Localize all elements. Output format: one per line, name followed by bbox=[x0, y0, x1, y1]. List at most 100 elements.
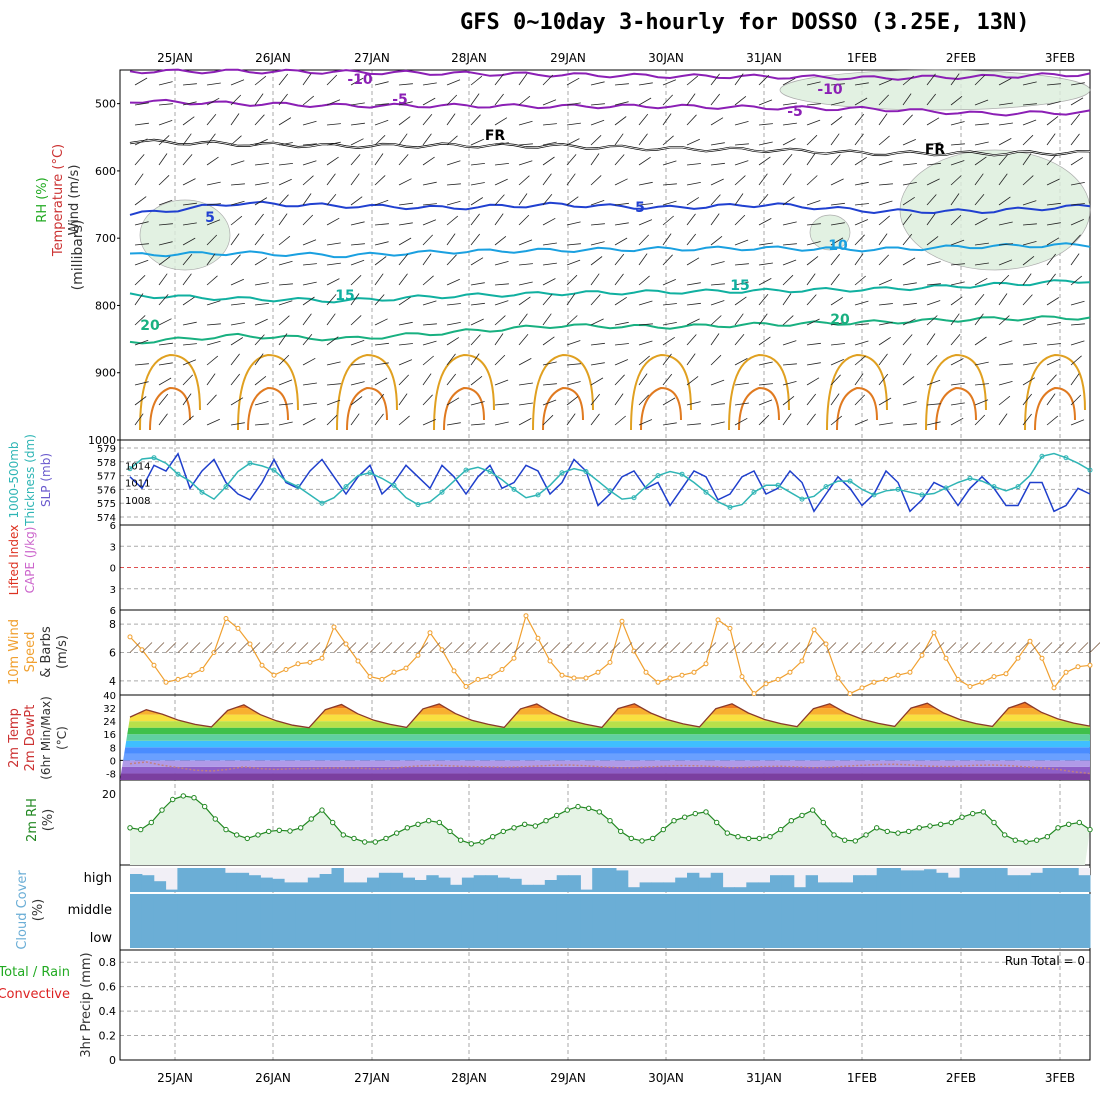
wind-barb bbox=[614, 101, 629, 106]
wind-barb bbox=[254, 182, 269, 186]
wind-point bbox=[631, 648, 637, 654]
cloud-bar-low bbox=[983, 922, 996, 948]
wind-barb bbox=[302, 281, 317, 286]
cloud-lane-label: middle bbox=[68, 903, 112, 918]
rh-point bbox=[212, 816, 219, 822]
cloud-bar-middle bbox=[983, 894, 996, 922]
isotherm-FR bbox=[129, 138, 1091, 157]
cloud-bar-middle bbox=[438, 894, 451, 922]
wind-barb bbox=[254, 353, 264, 366]
date-label-bottom: 25JAN bbox=[157, 1071, 193, 1085]
wind10-barb bbox=[1017, 642, 1029, 653]
cloud-bar-middle bbox=[544, 894, 558, 922]
wind-barb bbox=[902, 282, 917, 286]
wind-barb bbox=[902, 213, 912, 226]
wind-barb bbox=[710, 283, 725, 286]
wind-barb bbox=[566, 138, 580, 146]
date-label-top: 31JAN bbox=[746, 51, 782, 65]
wind-barb bbox=[518, 402, 533, 406]
cloud-bar-middle bbox=[935, 894, 949, 922]
wind-barb bbox=[686, 233, 697, 246]
thickness-point bbox=[799, 496, 805, 502]
wind-barb bbox=[854, 340, 869, 346]
wind-barb bbox=[878, 303, 893, 306]
warm-lobe bbox=[433, 353, 495, 431]
cloud-bar-high bbox=[604, 868, 617, 892]
rh-point bbox=[522, 821, 528, 827]
cloud-bar-high bbox=[888, 868, 901, 892]
wind-barb bbox=[446, 278, 460, 286]
wind-barb bbox=[734, 73, 744, 86]
wind-point bbox=[379, 676, 385, 682]
wind-barb bbox=[974, 336, 987, 346]
wind-barb bbox=[254, 114, 265, 126]
wind-barb bbox=[566, 102, 581, 106]
wind-barb bbox=[926, 213, 936, 226]
rh-point bbox=[287, 828, 293, 834]
wind-barb bbox=[566, 173, 576, 186]
cloud-bar-low bbox=[698, 922, 712, 948]
wind10-barb bbox=[717, 642, 729, 653]
cloud-bar-low bbox=[213, 922, 226, 948]
date-label-bottom: 29JAN bbox=[550, 1071, 586, 1085]
wind-barb bbox=[1046, 178, 1060, 186]
wind-barb bbox=[662, 113, 672, 126]
series-wind-speed bbox=[129, 614, 1091, 695]
wind-barb bbox=[134, 396, 147, 406]
cloud-bar-low bbox=[295, 922, 309, 948]
wind-barb bbox=[254, 197, 268, 206]
wind-barb bbox=[926, 194, 937, 206]
wind-point bbox=[1063, 669, 1069, 675]
rh-point bbox=[1066, 821, 1072, 827]
cloud-bar-low bbox=[888, 922, 901, 948]
wind-barb bbox=[974, 123, 989, 126]
wind-barb bbox=[254, 401, 269, 406]
wind-barb bbox=[518, 334, 529, 346]
wind-barb bbox=[446, 397, 460, 406]
wind-barb bbox=[254, 163, 269, 166]
wind-barb bbox=[638, 219, 653, 226]
cloud-bar-middle bbox=[521, 894, 534, 922]
wind-barb bbox=[518, 358, 532, 366]
wind-barb bbox=[1022, 318, 1036, 326]
wind-point bbox=[823, 641, 829, 647]
wind-barb bbox=[254, 303, 269, 306]
wind-barb bbox=[470, 213, 480, 226]
wind-barb bbox=[590, 223, 605, 226]
rh-point bbox=[991, 819, 997, 826]
wind-barb bbox=[494, 142, 509, 146]
wind-barb bbox=[350, 154, 361, 166]
rh-point bbox=[244, 835, 251, 842]
rh-point bbox=[1002, 832, 1008, 838]
wind-barb bbox=[254, 318, 268, 326]
wind-barb bbox=[1022, 134, 1034, 146]
wind-barb bbox=[926, 355, 938, 366]
wind-barb bbox=[878, 183, 893, 186]
wind-barb bbox=[326, 173, 336, 186]
wind-barb bbox=[614, 202, 629, 206]
wind-barb bbox=[1070, 113, 1081, 126]
wind-barb bbox=[806, 200, 821, 206]
cloud-bar-middle bbox=[924, 894, 937, 922]
cloud-bar-middle bbox=[367, 894, 380, 922]
wind-barb bbox=[926, 421, 941, 426]
wind-barb bbox=[302, 214, 314, 226]
wind-barb bbox=[758, 399, 773, 406]
wind10-barb bbox=[417, 642, 429, 653]
wind-barb bbox=[734, 121, 749, 126]
wind-barb bbox=[830, 101, 845, 106]
cape-tick: 3 bbox=[110, 585, 116, 596]
temp-band bbox=[120, 695, 1090, 702]
wind-barb bbox=[782, 315, 794, 326]
wind-point bbox=[427, 630, 433, 636]
wind-barb bbox=[1022, 343, 1037, 346]
warm-lobe-inner bbox=[542, 386, 584, 431]
panels bbox=[119, 68, 1100, 1061]
wind-barb bbox=[902, 233, 913, 246]
wind-barb bbox=[518, 95, 531, 106]
wind10-barb bbox=[885, 642, 897, 653]
wind-point bbox=[175, 676, 181, 682]
wind10-barb bbox=[189, 642, 201, 653]
cloud-bar-high bbox=[793, 887, 807, 892]
wind-barb bbox=[1070, 157, 1084, 166]
